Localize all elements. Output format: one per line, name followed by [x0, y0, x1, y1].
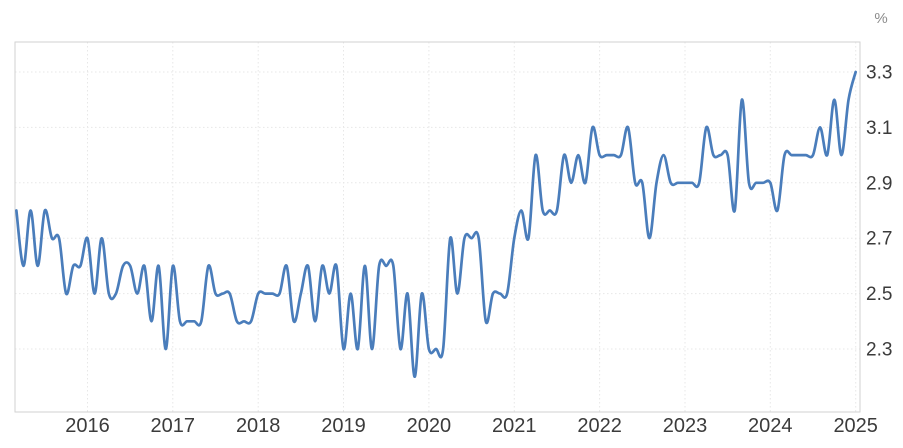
x-axis-label: 2021: [492, 415, 537, 437]
y-axis-label: 2.7: [866, 229, 892, 250]
plot-border: [14, 41, 861, 413]
x-axis-label: 2017: [151, 415, 196, 437]
x-axis-label: 2019: [321, 415, 366, 437]
y-axis-label: 2.3: [866, 340, 892, 361]
x-axis-label: 2025: [833, 415, 878, 437]
series-line[interactable]: [15, 70, 857, 379]
gridlines: [15, 42, 860, 412]
x-axis-label: 2018: [236, 415, 281, 437]
y-axis-label: 3.1: [866, 118, 892, 139]
x-axis-label: 2020: [407, 415, 452, 437]
x-axis-label: 2016: [65, 415, 110, 437]
x-axis-label: 2024: [748, 415, 793, 437]
x-axis-labels: 2016 2017 2018 2019 2020 2021 2022 2023 2024 2025: [65, 415, 878, 437]
x-axis-label: 2022: [577, 415, 622, 437]
unit-label: %: [874, 10, 887, 27]
y-axis-label: 3.3: [866, 63, 892, 84]
x-axis-label: 2023: [663, 415, 708, 437]
y-axis-labels: 3.3 3.1 2.9 2.7 2.5 2.3: [866, 63, 892, 361]
y-axis-label: 2.9: [866, 173, 892, 194]
y-axis-label: 2.5: [866, 284, 892, 305]
